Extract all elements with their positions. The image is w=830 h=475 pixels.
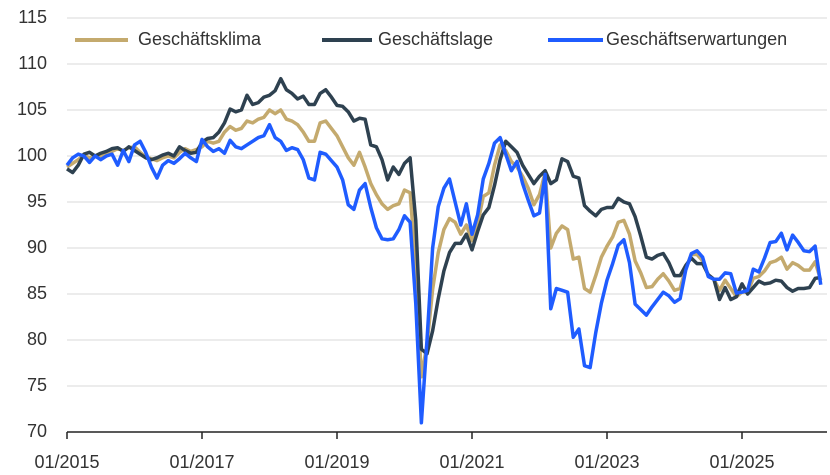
- y-tick-label: 105: [17, 99, 47, 119]
- x-tick-label: 01/2015: [34, 452, 99, 472]
- x-tick-label: 01/2025: [709, 452, 774, 472]
- series-line: [65, 122, 823, 425]
- y-tick-label: 85: [27, 283, 47, 303]
- series-line: [66, 108, 823, 379]
- series-line: [66, 76, 822, 356]
- x-tick-label: 01/2021: [439, 452, 504, 472]
- y-tick-label: 115: [18, 7, 47, 27]
- x-tick-label: 01/2017: [169, 452, 234, 472]
- y-tick-label: 80: [27, 329, 47, 349]
- y-tick-label: 75: [27, 375, 47, 395]
- y-tick-label: 90: [27, 237, 47, 257]
- y-tick-label: 95: [27, 191, 47, 211]
- y-tick-label: 70: [27, 421, 47, 441]
- y-tick-label: 100: [17, 145, 47, 165]
- legend-label: Geschäftslage: [378, 29, 493, 49]
- x-tick-label: 01/2019: [304, 452, 369, 472]
- legend-label: Geschäftserwartungen: [606, 29, 787, 49]
- legend-label: Geschäftsklima: [138, 29, 262, 49]
- y-tick-label: 110: [18, 53, 47, 73]
- x-tick-label: 01/2023: [574, 452, 639, 472]
